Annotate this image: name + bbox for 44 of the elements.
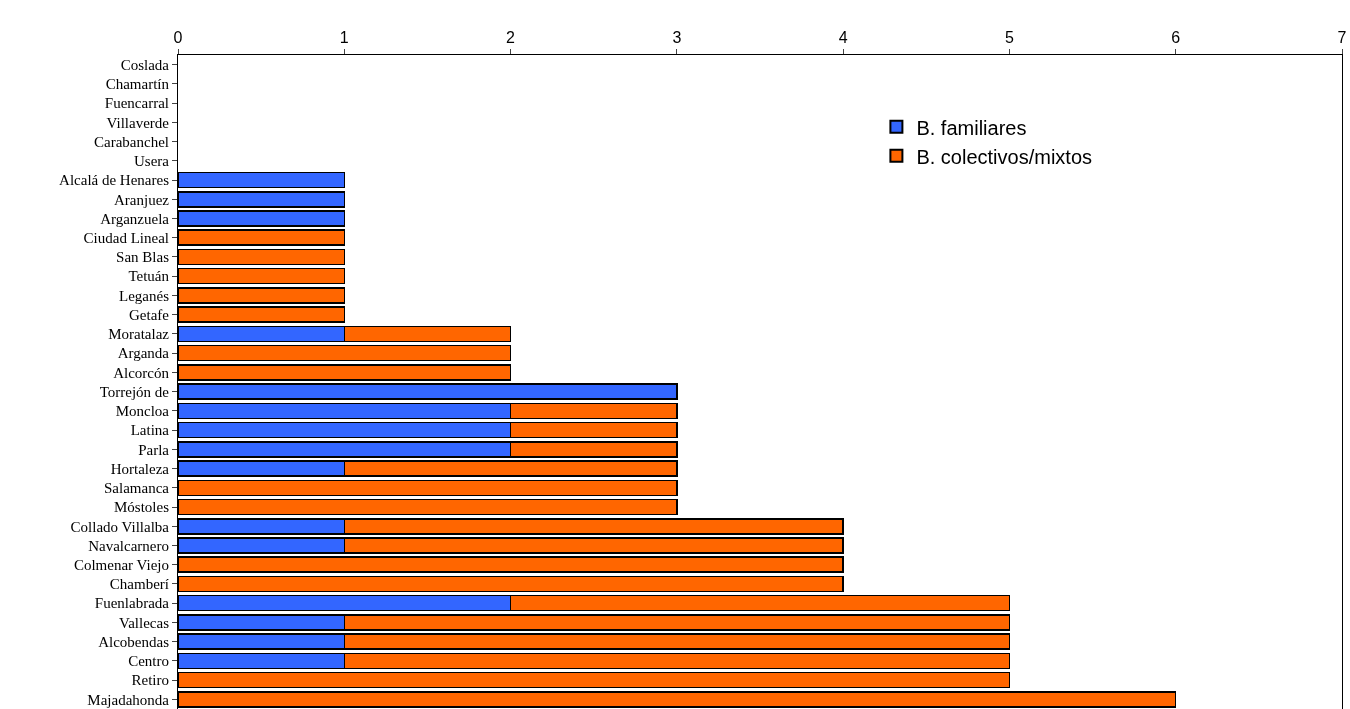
x-tick-label: 2: [506, 28, 516, 46]
x-tick-label: 7: [1337, 28, 1347, 46]
x-tick-label: 4: [838, 28, 848, 46]
y-tick-label: Retiro: [131, 672, 169, 689]
y-tick-label: Vallecas: [119, 614, 170, 631]
y-tick-label: Ciudad Lineal: [83, 229, 169, 246]
x-tick-label: 3: [672, 28, 682, 46]
legend-label: B. familiares: [916, 116, 1027, 139]
y-tick-label: Coslada: [120, 56, 170, 73]
y-tick-label: Parla: [138, 441, 170, 458]
y-tick-label: Fuencarral: [104, 95, 169, 112]
y-tick-label: Leganés: [119, 287, 170, 304]
y-tick-label: Alcobendas: [98, 633, 170, 650]
y-tick-label: Colmenar Viejo: [73, 556, 169, 573]
y-tick-label: Salamanca: [104, 480, 170, 497]
y-tick-label: Moratalaz: [108, 326, 170, 343]
y-tick-label: Villaverde: [106, 114, 170, 131]
y-tick-label: Latina: [130, 422, 170, 439]
x-tick-label: 1: [339, 28, 349, 46]
y-tick-label: Carabanchel: [94, 133, 169, 150]
x-tick-label: 5: [1004, 28, 1014, 46]
legend-label: B. colectivos/mixtos: [916, 145, 1093, 168]
y-tick-label: Torrejón de: [99, 383, 170, 400]
y-tick-label: Majadahonda: [87, 691, 170, 708]
y-tick-label: Collado Villalba: [70, 518, 170, 535]
y-tick-label: Arganda: [117, 345, 170, 362]
y-tick-label: Chamberí: [109, 576, 169, 593]
y-tick-label: Aranjuez: [114, 191, 170, 208]
y-tick-label: Usera: [134, 153, 170, 170]
y-tick-label: Móstoles: [113, 499, 170, 516]
y-tick-label: Centro: [128, 653, 169, 670]
x-tick-label: 0: [173, 28, 183, 46]
x-tick-label: 6: [1171, 28, 1181, 46]
y-tick-label: Fuenlabrada: [94, 595, 170, 612]
y-tick-label: Arganzuela: [100, 210, 170, 227]
y-tick-label: Tetuán: [128, 268, 170, 285]
y-tick-label: Alcorcón: [113, 364, 170, 381]
y-tick-label: Navalcarnero: [88, 537, 169, 554]
y-tick-label: San Blas: [116, 249, 170, 266]
y-tick-label: Chamartín: [105, 76, 170, 93]
y-tick-label: Hortaleza: [110, 460, 170, 477]
y-tick-label: Getafe: [129, 306, 170, 323]
y-tick-label: Moncloa: [115, 403, 170, 420]
y-tick-label: Alcalá de Henares: [59, 172, 170, 189]
